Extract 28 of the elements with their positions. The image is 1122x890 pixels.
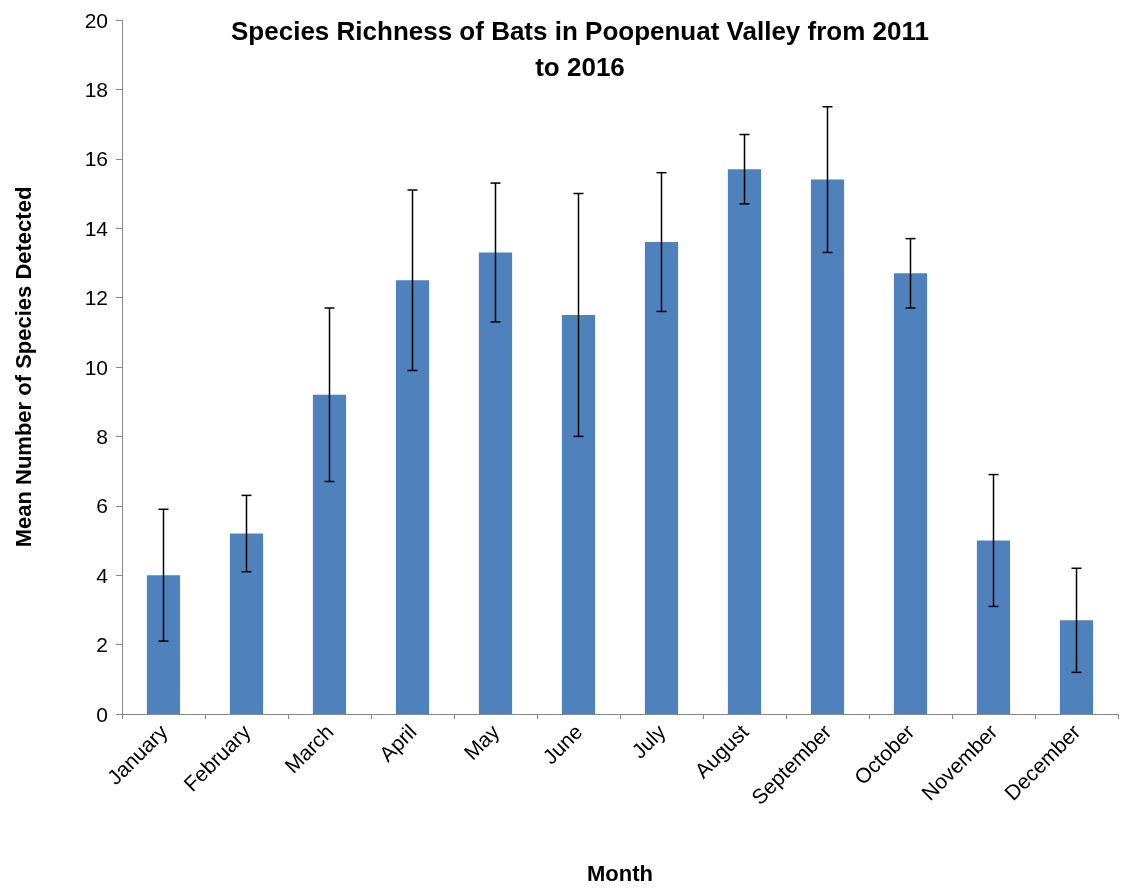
bar <box>395 280 430 714</box>
y-tick-label: 4 <box>96 563 109 587</box>
y-tick-label: 6 <box>96 494 108 518</box>
bar <box>478 252 513 714</box>
bar <box>312 394 347 714</box>
x-tick-label: May <box>459 719 504 765</box>
y-tick-label: 18 <box>84 77 108 101</box>
y-axis-title: Mean Number of Species Detected <box>10 186 36 548</box>
y-tick-label: 20 <box>84 8 108 32</box>
bar <box>561 314 596 714</box>
bar <box>893 273 928 714</box>
y-tick-label: 10 <box>84 355 108 379</box>
bar <box>810 179 845 714</box>
bar <box>229 533 264 714</box>
x-axis-title: Month <box>587 860 653 886</box>
y-tick-label: 12 <box>84 286 108 310</box>
bar <box>727 169 762 714</box>
text: Species Richness of Bats in Poopenuat Valley from 2011 to 2016 <box>231 16 929 82</box>
y-tick-label: 8 <box>96 424 108 448</box>
bar <box>644 242 679 714</box>
bar <box>1059 620 1094 714</box>
y-tick-label: 14 <box>84 216 109 240</box>
y-tick-label: 0 <box>96 702 108 726</box>
x-tick-label: July <box>626 719 670 763</box>
y-tick-label: 2 <box>96 633 108 657</box>
bar <box>146 575 181 714</box>
y-tick-label: 16 <box>84 147 108 171</box>
bar <box>976 540 1011 714</box>
